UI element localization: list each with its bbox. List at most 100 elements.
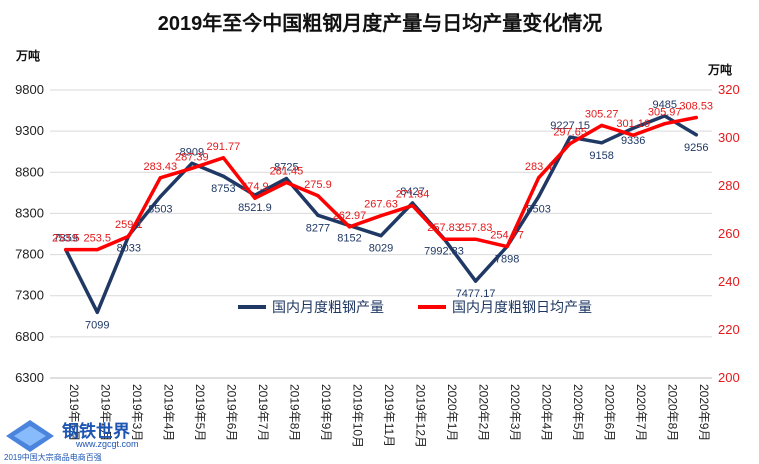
- daily-point: [568, 142, 572, 146]
- daily-point: [537, 176, 541, 180]
- x-tick-label: 2020年1月: [445, 384, 459, 441]
- daily-point: [473, 237, 478, 241]
- daily-point: [631, 133, 635, 137]
- daily-point: [190, 166, 194, 170]
- legend: 国内月度粗钢产量 国内月度粗钢日均产量: [238, 299, 592, 315]
- x-tick-label: 2020年3月: [508, 384, 522, 441]
- monthly-point: [410, 201, 415, 205]
- x-tick-label: 2020年6月: [603, 384, 617, 441]
- x-tick-label: 2019年12月: [414, 384, 428, 448]
- monthly-point: [284, 176, 289, 181]
- monthly-data-label: 8029: [369, 243, 393, 255]
- x-tick-label: 2020年7月: [634, 384, 648, 441]
- monthly-data-label: 8725: [274, 161, 298, 173]
- daily-data-label: 253.5: [84, 233, 112, 245]
- monthly-data-label: 7898: [495, 254, 519, 266]
- left-tick-label: 8800: [15, 164, 44, 179]
- monthly-data-label: 9158: [589, 150, 613, 162]
- monthly-point: [694, 133, 698, 137]
- daily-point: [95, 248, 99, 252]
- monthly-point: [190, 161, 194, 165]
- monthly-data-label: 9256: [684, 142, 708, 154]
- daily-data-label: 308.53: [679, 101, 713, 113]
- monthly-data-label: 8277: [306, 222, 330, 234]
- daily-data-label: 283.43: [144, 161, 178, 173]
- x-tick-label: 2020年2月: [477, 384, 491, 441]
- monthly-point: [631, 126, 635, 130]
- monthly-data-label: 8152: [337, 233, 361, 245]
- monthly-data-label: 7992.83: [424, 246, 464, 258]
- daily-data-label: 271.84: [396, 189, 430, 201]
- right-tick-label: 280: [718, 178, 740, 193]
- monthly-data-label: 7859: [54, 233, 78, 245]
- x-tick-label: 2019年10月: [350, 384, 364, 448]
- right-tick-label: 260: [718, 226, 740, 241]
- right-tick-label: 320: [718, 82, 740, 97]
- daily-point: [347, 225, 352, 229]
- logo-icon-inner: [14, 426, 46, 446]
- daily-data-label: 274.9: [241, 181, 269, 193]
- monthly-point: [663, 114, 667, 118]
- daily-data-label: 262.97: [333, 210, 367, 222]
- monthly-point: [221, 174, 225, 178]
- x-tick-label: 2019年3月: [130, 384, 144, 441]
- monthly-point: [316, 213, 320, 217]
- daily-point: [158, 176, 162, 180]
- right-axis-unit: 万吨: [707, 62, 732, 77]
- daily-data-label: 254.77: [490, 230, 524, 242]
- daily-data-label: 267.63: [364, 199, 398, 211]
- monthly-point: [600, 141, 604, 145]
- daily-data-label: 259.1: [115, 219, 143, 231]
- daily-point: [663, 122, 667, 126]
- daily-data-label: 281.45: [270, 166, 304, 178]
- daily-point: [284, 180, 289, 185]
- daily-data-label: 305.97: [648, 107, 682, 119]
- watermark-logo: 钢铁世界 www.zgcgt.com 2019中国大宗商品电商百强: [4, 420, 139, 462]
- left-axis-unit: 万吨: [15, 48, 40, 63]
- daily-data-label: 253.5: [52, 233, 80, 245]
- daily-data-label: 275.9: [304, 179, 332, 191]
- daily-point: [253, 196, 257, 200]
- legend-label-daily: 国内月度粗钢日均产量: [452, 299, 592, 315]
- x-tick-label: 2019年9月: [319, 384, 333, 441]
- left-axis-ticks: 6300 6800 7300 7800 8300 8800 9300 9800: [15, 82, 44, 385]
- daily-data-label: 257.83: [459, 222, 493, 234]
- chart-title: 2019年至今中国粗钢月度产量与日均产量变化情况: [158, 11, 603, 35]
- daily-point: [600, 123, 604, 127]
- daily-point: [64, 248, 68, 252]
- daily-data-label: 297.65: [553, 127, 587, 139]
- daily-data-label: 257.83: [427, 222, 461, 234]
- x-tick-label: 2019年1月: [67, 384, 81, 441]
- left-tick-label: 6800: [15, 329, 44, 344]
- monthly-point: [537, 195, 541, 199]
- monthly-point: [568, 135, 572, 139]
- left-tick-label: 8300: [15, 205, 44, 220]
- daily-data-label: 305.27: [585, 108, 619, 120]
- monthly-point: [95, 310, 99, 314]
- x-tick-label: 2020年9月: [697, 384, 711, 441]
- monthly-data-label: 8521.9: [238, 202, 272, 214]
- right-tick-label: 300: [718, 130, 740, 145]
- gridlines: [50, 89, 712, 379]
- x-tick-label: 2019年2月: [98, 384, 112, 441]
- monthly-point: [379, 234, 383, 238]
- right-tick-label: 220: [718, 322, 740, 337]
- monthly-data-label: 8503: [148, 204, 172, 216]
- x-tick-label: 2019年7月: [256, 384, 270, 441]
- daily-point: [127, 234, 131, 238]
- x-tick-label: 2019年8月: [287, 384, 301, 441]
- monthly-data-label: 8909: [180, 146, 204, 158]
- monthly-data-label: 8427: [400, 186, 424, 198]
- daily-point: [379, 214, 383, 218]
- daily-data-label: 283.4: [525, 161, 553, 173]
- right-tick-label: 200: [718, 370, 740, 385]
- watermark-slogan: 2019中国大宗商品电商百强: [4, 452, 102, 462]
- left-tick-label: 9800: [15, 82, 44, 97]
- watermark-title: 钢铁世界: [62, 421, 130, 441]
- x-tick-label: 2020年8月: [666, 384, 680, 441]
- daily-data-label: 287.39: [175, 151, 209, 163]
- legend-label-monthly: 国内月度粗钢产量: [272, 299, 384, 315]
